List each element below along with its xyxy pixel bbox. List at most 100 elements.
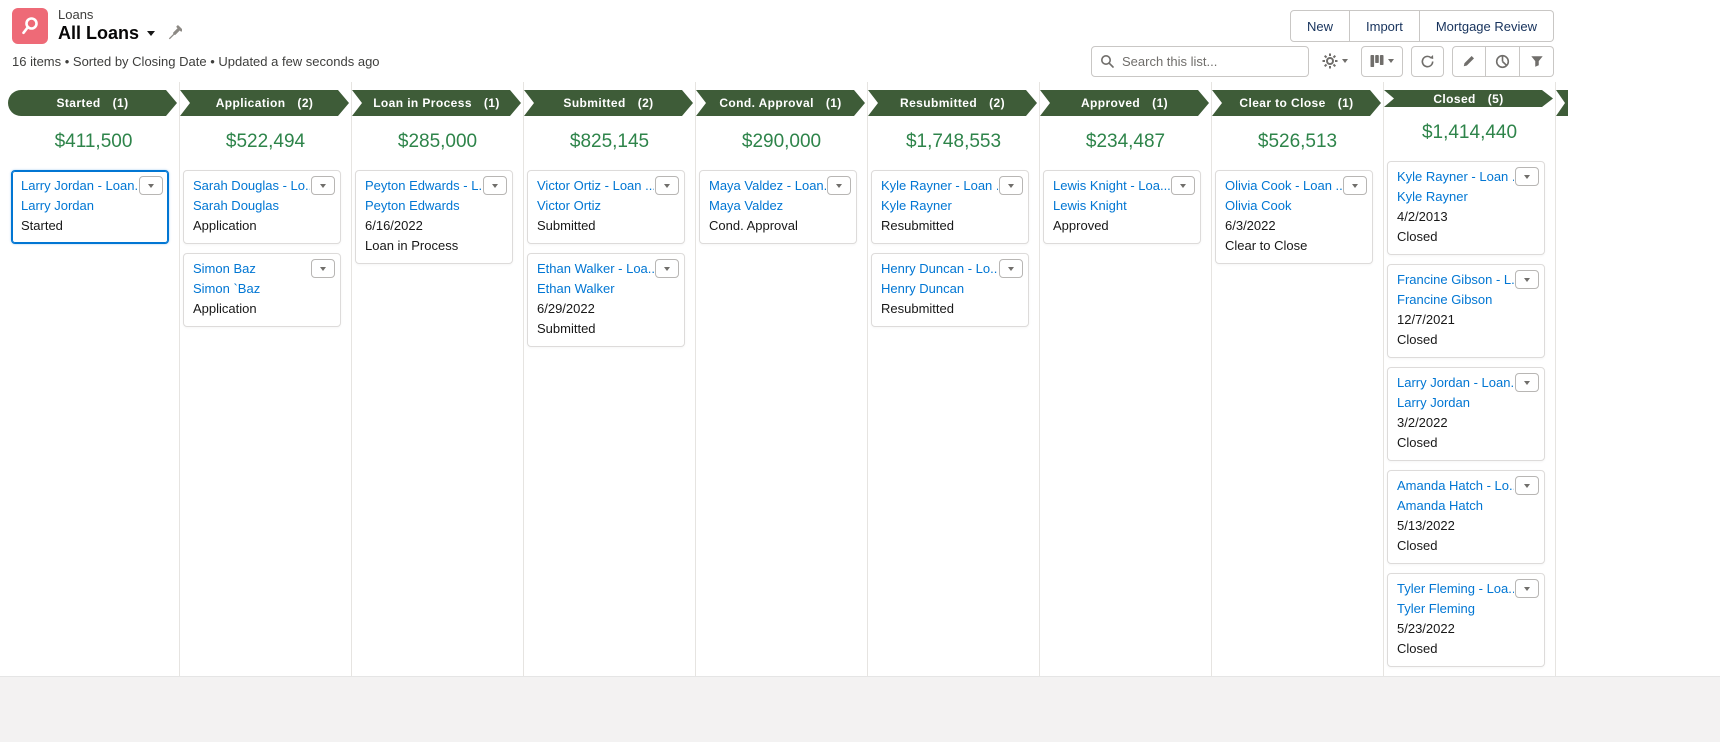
card-title-link[interactable]: Simon Baz — [193, 261, 256, 276]
kanban-card[interactable]: Kyle Rayner - Loan ... Kyle Rayner Resub… — [871, 170, 1029, 244]
list-view-header: Loans All Loans — [0, 0, 1568, 44]
card-name-link[interactable]: Larry Jordan — [1397, 395, 1470, 410]
kanban-card[interactable]: Simon Baz Simon `Baz Application — [183, 253, 341, 327]
mortgage-review-button[interactable]: Mortgage Review — [1419, 10, 1554, 42]
column-label: Started — [56, 96, 101, 110]
card-title-link[interactable]: Larry Jordan - Loan... — [21, 178, 138, 193]
card-title-link[interactable]: Larry Jordan - Loan... — [1397, 375, 1514, 390]
card-name-link[interactable]: Kyle Rayner — [881, 198, 952, 213]
kanban-column: Clear to Close (1) $526,513 Olivia Cook … — [1212, 82, 1384, 676]
card-title-link[interactable]: Maya Valdez - Loan... — [709, 178, 826, 193]
card-title-link[interactable]: Kyle Rayner - Loan ... — [1397, 169, 1514, 184]
card-actions-button[interactable] — [999, 176, 1023, 195]
kanban-card[interactable]: Sarah Douglas - Lo... Sarah Douglas Appl… — [183, 170, 341, 244]
kanban-card[interactable]: Henry Duncan - Lo... Henry Duncan Resubm… — [871, 253, 1029, 327]
card-title-link[interactable]: Henry Duncan - Lo... — [881, 261, 998, 276]
card-name-link[interactable]: Victor Ortiz — [537, 198, 602, 213]
list-title: All Loans — [58, 23, 140, 43]
card-name-link[interactable]: Larry Jordan — [21, 198, 94, 213]
card-actions-button[interactable] — [311, 259, 335, 278]
card-actions-button[interactable] — [1515, 579, 1539, 598]
edit-pencil-icon — [1463, 56, 1474, 67]
card-title-link[interactable]: Amanda Hatch - Lo... — [1397, 478, 1514, 493]
card-name-link[interactable]: Maya Valdez — [709, 198, 784, 213]
kanban-card[interactable]: Ethan Walker - Loa... Ethan Walker 6/29/… — [527, 253, 685, 347]
card-title-link[interactable]: Tyler Fleming - Loa... — [1397, 581, 1514, 596]
card-actions-button[interactable] — [1343, 176, 1367, 195]
card-actions-button[interactable] — [827, 176, 851, 195]
card-actions-button[interactable] — [311, 176, 335, 195]
card-name-link[interactable]: Kyle Rayner — [1397, 189, 1468, 204]
card-name-link[interactable]: Lewis Knight — [1053, 198, 1127, 213]
kanban-card[interactable]: Victor Ortiz - Loan ... Victor Ortiz Sub… — [527, 170, 685, 244]
card-stage: Closed — [1397, 229, 1438, 244]
card-stage: Started — [21, 218, 63, 233]
kanban-card[interactable]: Tyler Fleming - Loa... Tyler Fleming 5/2… — [1387, 573, 1545, 667]
refresh-button[interactable] — [1411, 45, 1444, 77]
card-actions-button[interactable] — [1515, 373, 1539, 392]
kanban-column: Resubmitted (2) $1,748,553 Kyle Rayner -… — [868, 82, 1040, 676]
kanban-card[interactable]: Francine Gibson - L... Francine Gibson 1… — [1387, 264, 1545, 358]
card-name-link[interactable]: Ethan Walker — [537, 281, 615, 296]
card-date: 6/29/2022 — [537, 301, 595, 316]
card-actions-button[interactable] — [483, 176, 507, 195]
kanban-card[interactable]: Larry Jordan - Loan... Larry Jordan Star… — [11, 170, 169, 244]
kanban-card[interactable]: Lewis Knight - Loa... Lewis Knight Appro… — [1043, 170, 1201, 244]
display-as-button[interactable] — [1361, 45, 1403, 77]
loans-glyph-icon — [22, 16, 38, 34]
kanban-card[interactable]: Kyle Rayner - Loan ... Kyle Rayner 4/2/2… — [1387, 161, 1545, 255]
card-title-link[interactable]: Francine Gibson - L... — [1397, 272, 1514, 287]
card-title-link[interactable]: Olivia Cook - Loan ... — [1225, 178, 1342, 193]
card-actions-button[interactable] — [139, 176, 163, 195]
list-view-selector[interactable]: All Loans — [58, 22, 156, 44]
card-title-link[interactable]: Lewis Knight - Loa... — [1053, 178, 1170, 193]
card-date: 6/16/2022 — [365, 218, 423, 233]
new-button[interactable]: New — [1289, 10, 1350, 42]
card-actions-button[interactable] — [655, 176, 679, 195]
edit-button[interactable] — [1452, 45, 1486, 77]
card-name-link[interactable]: Peyton Edwards — [365, 198, 460, 213]
card-title-link[interactable]: Sarah Douglas - Lo... — [193, 178, 310, 193]
import-button[interactable]: Import — [1350, 10, 1420, 42]
card-actions-button[interactable] — [999, 259, 1023, 278]
card-actions-button[interactable] — [1515, 476, 1539, 495]
chevron-down-icon — [836, 183, 842, 188]
refresh-icon — [1421, 54, 1434, 67]
filters-button[interactable] — [1520, 45, 1554, 77]
chevron-down-icon — [1524, 277, 1530, 282]
column-cards: Kyle Rayner - Loan ... Kyle Rayner Resub… — [868, 170, 1039, 676]
column-cards: Lewis Knight - Loa... Lewis Knight Appro… — [1040, 170, 1211, 676]
column-amount: $411,500 — [54, 131, 133, 152]
kanban-card[interactable]: Olivia Cook - Loan ... Olivia Cook 6/3/2… — [1215, 170, 1373, 264]
card-title-link[interactable]: Peyton Edwards - L... — [365, 178, 482, 193]
card-name-link[interactable]: Tyler Fleming — [1397, 601, 1476, 616]
board-bottom-scroll-area[interactable] — [0, 676, 1720, 742]
card-title-link[interactable]: Ethan Walker - Loa... — [537, 261, 654, 276]
card-name-link[interactable]: Simon `Baz — [193, 281, 261, 296]
column-cards: Victor Ortiz - Loan ... Victor Ortiz Sub… — [524, 170, 695, 676]
card-actions-button[interactable] — [655, 259, 679, 278]
card-actions-button[interactable] — [1515, 270, 1539, 289]
card-name-link[interactable]: Amanda Hatch — [1397, 498, 1483, 513]
card-actions-button[interactable] — [1515, 167, 1539, 186]
column-header: Approved (1) — [1040, 90, 1209, 116]
card-stage: Closed — [1397, 332, 1438, 347]
card-title-link[interactable]: Kyle Rayner - Loan ... — [881, 178, 998, 193]
card-name-link[interactable]: Henry Duncan — [881, 281, 965, 296]
card-stage: Resubmitted — [881, 218, 954, 233]
card-actions-button[interactable] — [1171, 176, 1195, 195]
column-header: Clear to Close (1) — [1212, 90, 1381, 116]
kanban-column: Cond. Approval (1) $290,000 Maya Valdez … — [696, 82, 868, 676]
charts-button[interactable] — [1486, 45, 1520, 77]
list-settings-button[interactable] — [1317, 46, 1353, 77]
kanban-card[interactable]: Maya Valdez - Loan... Maya Valdez Cond. … — [699, 170, 857, 244]
card-name-link[interactable]: Francine Gibson — [1397, 292, 1493, 307]
kanban-card[interactable]: Larry Jordan - Loan... Larry Jordan 3/2/… — [1387, 367, 1545, 461]
pin-list-button[interactable] — [167, 24, 183, 42]
kanban-card[interactable]: Amanda Hatch - Lo... Amanda Hatch 5/13/2… — [1387, 470, 1545, 564]
card-title-link[interactable]: Victor Ortiz - Loan ... — [537, 178, 654, 193]
kanban-card[interactable]: Peyton Edwards - L... Peyton Edwards 6/1… — [355, 170, 513, 264]
card-name-link[interactable]: Olivia Cook — [1225, 198, 1292, 213]
search-input[interactable] — [1091, 45, 1309, 77]
card-name-link[interactable]: Sarah Douglas — [193, 198, 279, 213]
